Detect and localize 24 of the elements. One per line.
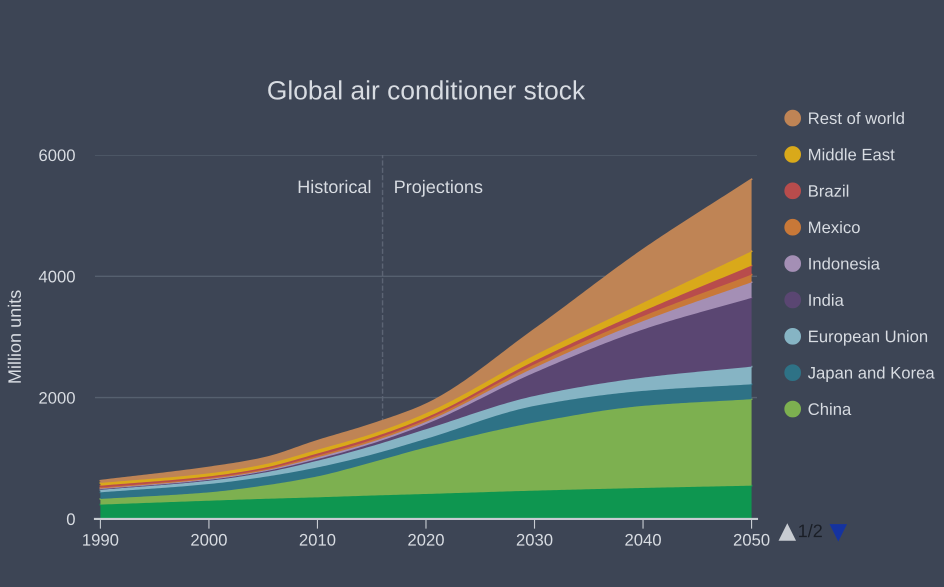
chart-title: Global air conditioner stock [268,80,586,100]
x-tick-label: 2050 [734,534,770,546]
legend-label: India [809,294,844,306]
x-tick-label: 2000 [191,534,227,546]
x-tick-label: 1990 [83,534,118,546]
y-axis-title: Million units [8,290,21,383]
annotation: Historical [298,180,370,194]
legend-label: Brazil [809,184,848,197]
x-tick-label: 2040 [625,534,661,546]
legend-label: European Union [809,330,928,346]
legend-label: Middle East [809,148,895,160]
legend-label: Indonesia [809,257,880,270]
legend-label: Japan and Korea [808,366,935,382]
y-tick-label: 2000 [39,392,75,404]
x-tick-label: 2030 [516,534,552,546]
y-tick-label: 4000 [38,270,75,282]
annotation: Projections [395,180,482,197]
y-tick-label: 6000 [39,149,75,162]
x-tick-label: 2010 [300,534,336,546]
x-tick-label: 2020 [408,534,444,546]
y-tick-label: 0 [66,513,75,526]
legend-label: Rest of world [809,112,904,124]
legend-label: Mexico [809,220,860,234]
legend-label: China [808,402,852,416]
